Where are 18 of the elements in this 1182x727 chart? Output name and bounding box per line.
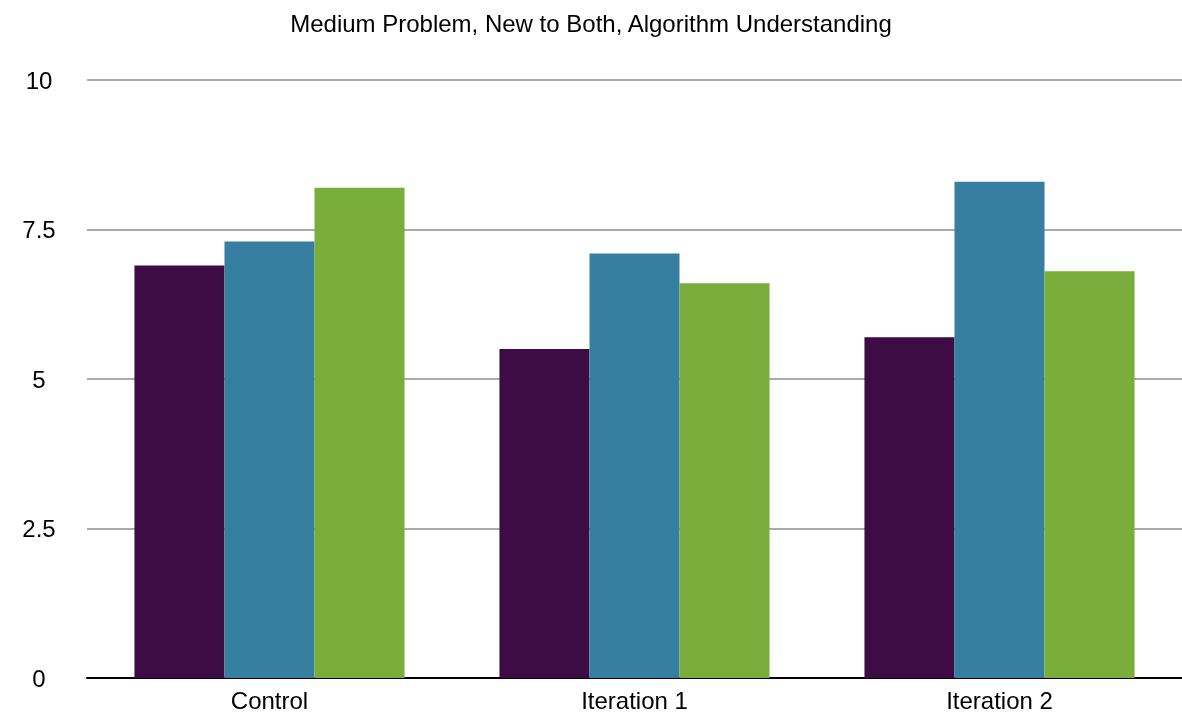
x-tick-label: Iteration 1 [581, 686, 688, 714]
bar [314, 187, 405, 678]
bar [679, 283, 770, 678]
bar [224, 241, 315, 678]
y-tick-label: 0 [32, 664, 46, 692]
bar [864, 337, 955, 678]
y-tick-label: 5 [32, 365, 46, 393]
bar [1044, 271, 1135, 678]
y-tick-label: 7.5 [22, 216, 56, 243]
y-tick-label: 2.5 [22, 515, 56, 542]
x-tick-label: Iteration 2 [946, 686, 1053, 714]
x-tick-label: Control [230, 686, 309, 714]
bar [499, 349, 590, 678]
chart-title: Medium Problem, New to Both, Algorithm Understanding [290, 9, 892, 37]
bar [589, 253, 680, 678]
bar [954, 181, 1045, 678]
y-tick-label: 10 [25, 66, 53, 94]
bar [134, 265, 225, 678]
